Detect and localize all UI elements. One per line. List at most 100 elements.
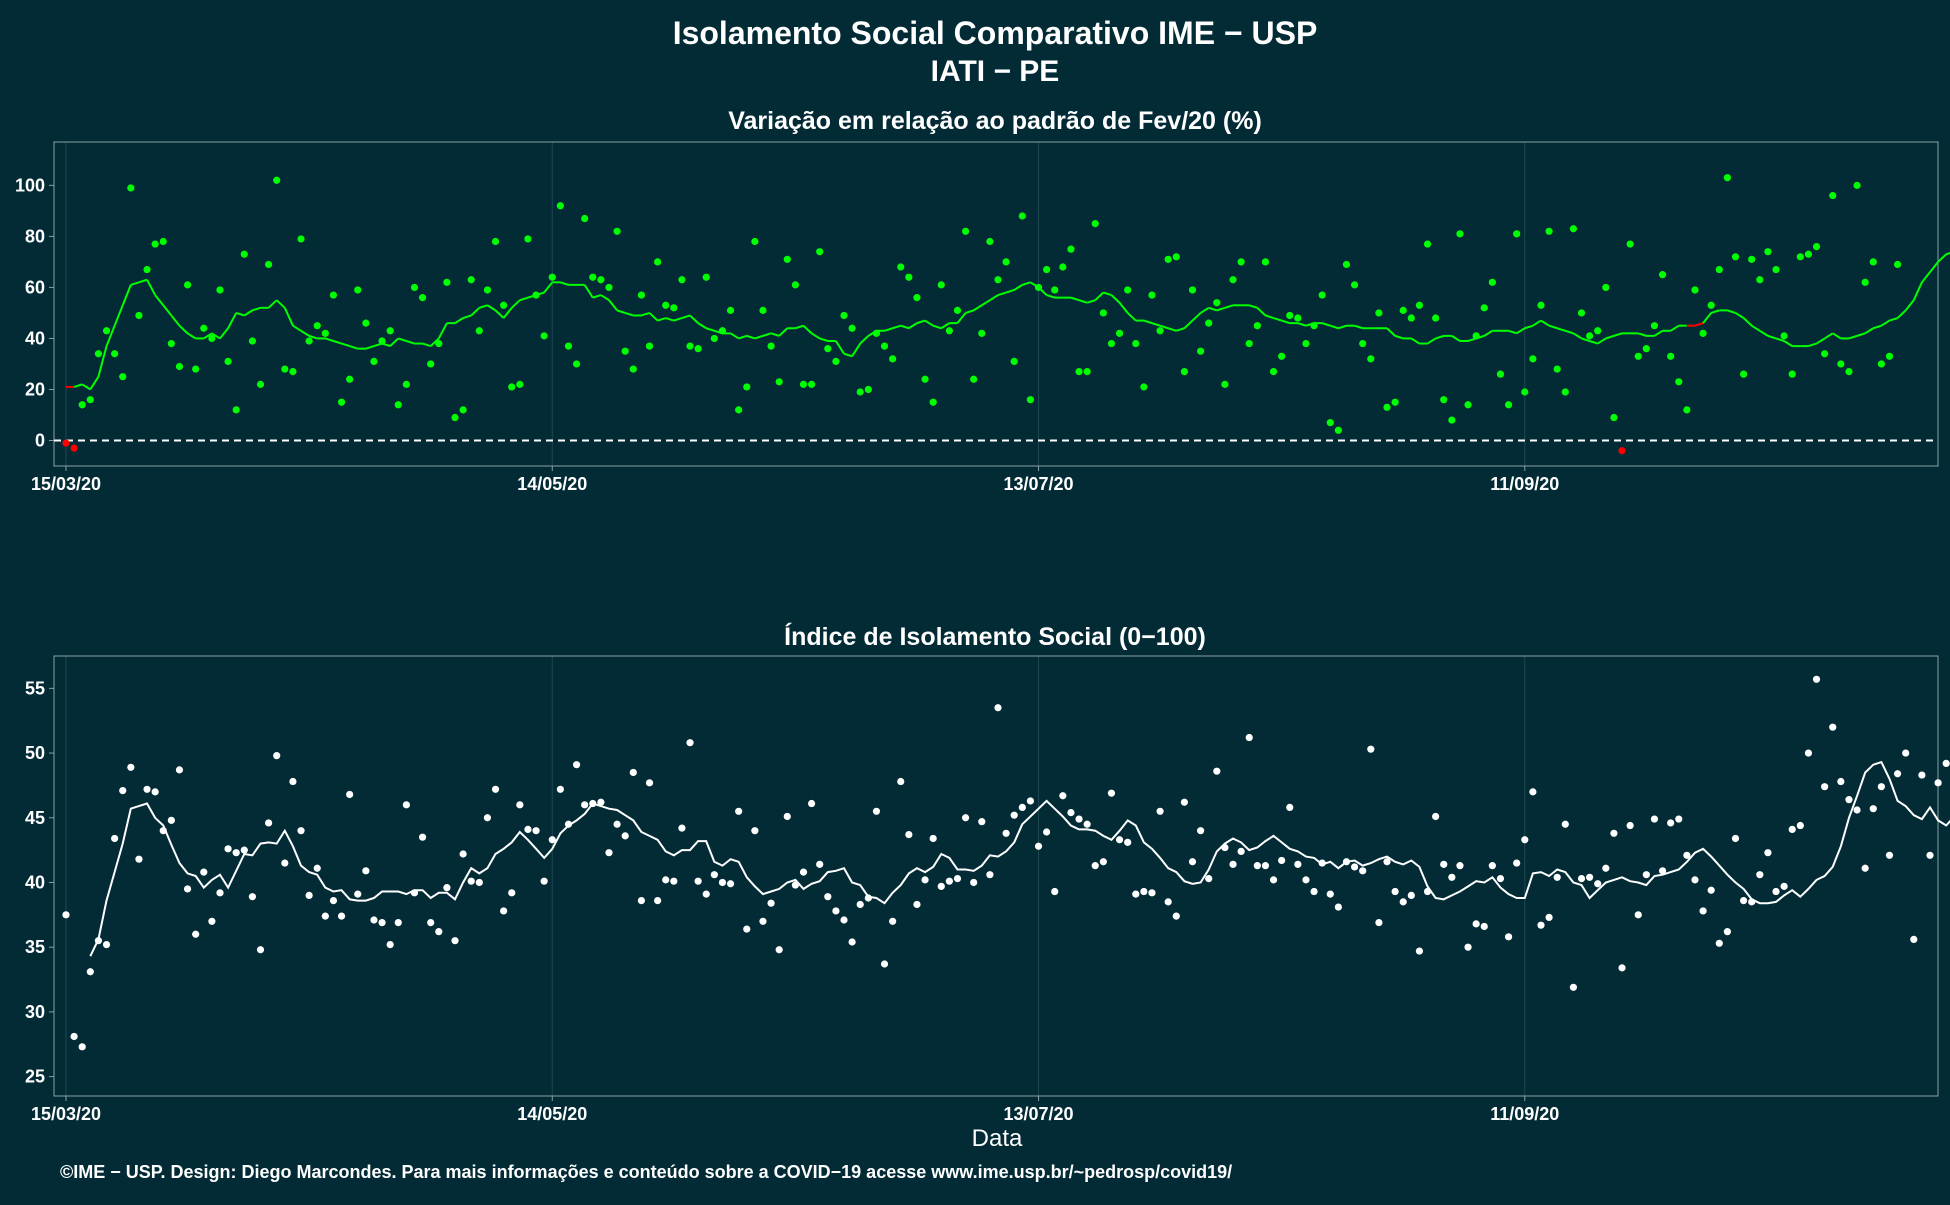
data-point — [451, 413, 459, 422]
chart-main-subtitle: IATI − PE — [931, 55, 1060, 88]
data-point — [354, 890, 362, 898]
data-point — [621, 347, 629, 355]
data-point — [346, 790, 354, 799]
data-point — [1537, 301, 1545, 309]
trend-line-segment — [1694, 322, 1704, 327]
trend-line-segment — [543, 281, 554, 294]
data-point — [1302, 339, 1310, 348]
trend-line-segment — [956, 312, 967, 324]
data-point — [94, 350, 103, 358]
data-point — [175, 766, 184, 774]
trend-line-segment — [673, 317, 683, 322]
data-point — [111, 834, 119, 843]
trend-line-segment — [454, 317, 464, 324]
data-point — [1845, 796, 1853, 804]
trend-line-segment — [252, 306, 261, 312]
data-point — [1683, 851, 1691, 859]
data-point — [386, 940, 394, 949]
data-point — [467, 276, 475, 284]
data-point — [840, 311, 848, 320]
data-point — [1521, 836, 1529, 844]
trend-line-segment — [519, 296, 529, 302]
trend-line-segment — [989, 294, 999, 302]
data-point — [654, 896, 662, 905]
data-point — [832, 357, 840, 366]
trend-line-segment — [1070, 296, 1080, 302]
data-point — [289, 777, 297, 786]
data-point — [1051, 286, 1059, 294]
trend-line-segment — [965, 309, 974, 314]
trend-line-segment — [648, 312, 659, 322]
trend-line-segment — [1110, 294, 1121, 304]
trend-line-segment — [843, 352, 853, 358]
data-point — [1642, 871, 1650, 879]
data-point — [937, 281, 945, 289]
data-point — [686, 342, 694, 350]
data-point — [151, 240, 159, 248]
data-point — [1448, 416, 1456, 424]
trend-line-segment — [624, 311, 634, 317]
data-point — [1715, 939, 1723, 947]
data-point — [816, 248, 824, 256]
data-point — [1756, 276, 1764, 284]
data-point — [564, 820, 573, 828]
data-point — [1893, 260, 1902, 269]
trend-line-segment — [283, 307, 294, 327]
trend-line-segment — [333, 340, 342, 345]
trend-line-segment — [1945, 252, 1950, 256]
data-point — [1821, 783, 1829, 791]
data-point — [208, 917, 216, 925]
data-point — [1278, 856, 1286, 865]
data-point — [1529, 788, 1537, 796]
data-point — [953, 874, 962, 883]
data-point — [1699, 329, 1707, 337]
data-point — [743, 925, 751, 933]
data-point — [175, 362, 184, 371]
data-point — [1342, 858, 1351, 866]
data-point — [467, 877, 475, 885]
data-point — [435, 928, 443, 936]
data-point — [127, 184, 135, 192]
data-point — [970, 878, 978, 887]
data-point — [799, 868, 808, 876]
data-point — [1440, 396, 1448, 404]
data-point — [240, 250, 248, 258]
trend-line-segment — [1710, 309, 1720, 314]
data-point — [1910, 935, 1918, 944]
trend-line-segment — [349, 345, 359, 350]
data-point — [945, 327, 953, 335]
data-point — [1286, 311, 1294, 320]
data-point — [143, 785, 151, 793]
data-point — [718, 327, 727, 335]
data-point — [1610, 829, 1618, 837]
trend-line-segment — [1581, 337, 1590, 342]
trend-line-segment — [73, 383, 83, 388]
data-point — [905, 273, 913, 281]
data-point — [1010, 357, 1018, 366]
data-point — [1334, 903, 1342, 911]
data-point — [1180, 798, 1188, 806]
trend-line-segment — [1516, 327, 1526, 335]
data-point — [921, 876, 929, 884]
data-point — [1772, 887, 1780, 896]
data-point — [994, 276, 1002, 284]
y-tick-label: 55 — [25, 678, 45, 698]
data-point — [1213, 767, 1221, 775]
data-point — [1675, 378, 1683, 386]
trend-line-segment — [300, 329, 310, 337]
data-point — [297, 827, 305, 835]
data-point — [824, 893, 832, 901]
trend-line-segment — [1086, 299, 1096, 304]
data-point — [1748, 898, 1756, 906]
data-point — [1594, 327, 1602, 335]
data-point — [1407, 314, 1415, 322]
data-point — [1156, 327, 1164, 335]
data-point — [475, 878, 483, 887]
data-point — [1359, 867, 1367, 875]
trend-line-segment — [592, 294, 602, 299]
trend-line-segment — [1248, 304, 1258, 309]
data-point — [418, 294, 427, 302]
trend-line-segment — [97, 345, 108, 377]
trend-line-segment — [437, 322, 448, 339]
data-point — [1010, 811, 1018, 819]
